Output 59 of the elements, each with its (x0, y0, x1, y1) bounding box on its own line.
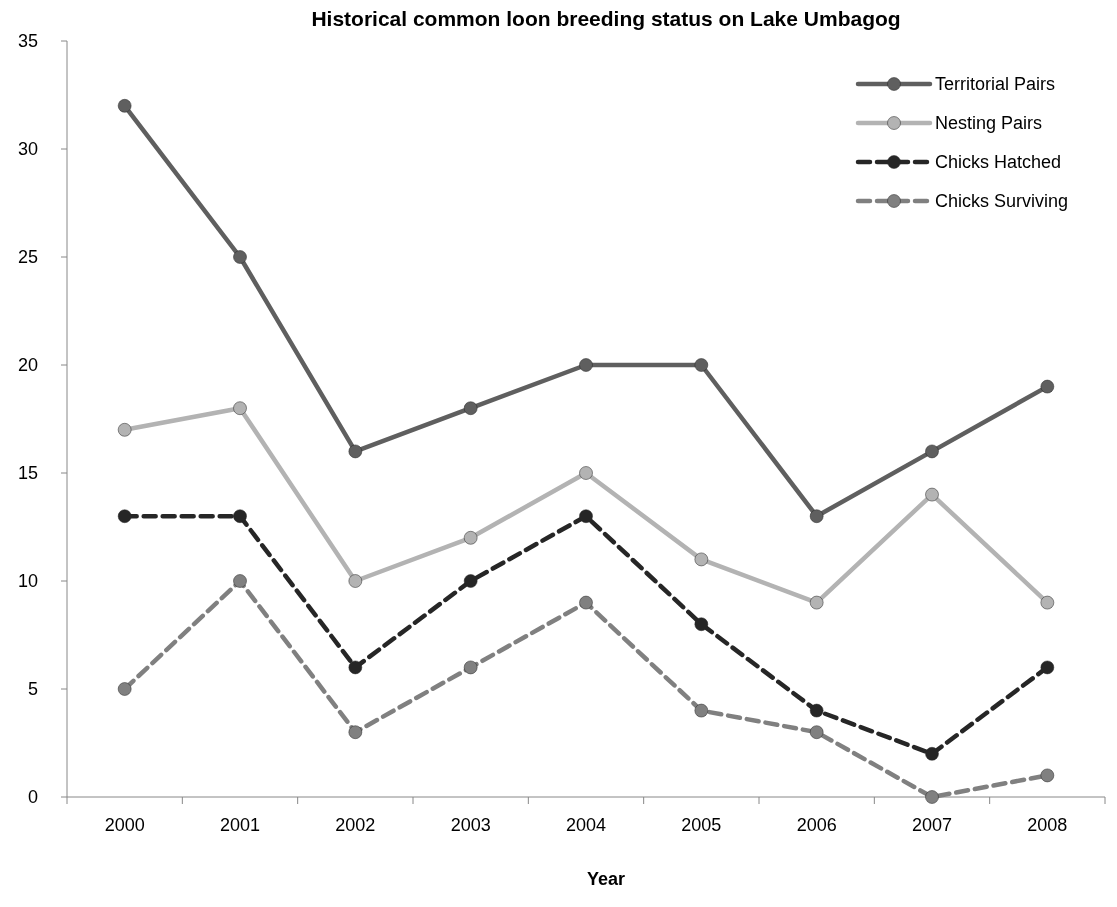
point (463, 530, 478, 545)
point (809, 509, 824, 524)
y-tick-label: 25 (17, 247, 38, 268)
point (348, 574, 363, 588)
point (117, 509, 132, 524)
point (1040, 660, 1055, 675)
y-tick-label: 35 (17, 31, 38, 52)
point (348, 444, 363, 459)
legend-label: Territorial Pairs (935, 74, 1056, 95)
point (809, 703, 824, 718)
x-axis-title: Year (586, 869, 626, 889)
point (233, 574, 247, 588)
point (579, 466, 593, 480)
y-tick-label: 0 (27, 787, 38, 808)
point (809, 595, 824, 610)
point (579, 595, 593, 610)
y-tick-label: 15 (17, 463, 38, 484)
point (348, 660, 363, 675)
point (348, 725, 363, 740)
point (233, 401, 247, 416)
point (809, 725, 824, 740)
x-tick-label: 2003 (450, 815, 491, 835)
point (925, 746, 939, 761)
x-tick-label: 2004 (565, 815, 607, 835)
point (925, 444, 939, 459)
point (925, 790, 939, 804)
point (1040, 379, 1055, 394)
point (694, 703, 709, 718)
legend-label: Chicks Hatched (935, 152, 1062, 173)
point (117, 422, 132, 437)
point (117, 682, 132, 696)
legend-label: Chicks Surviving (935, 191, 1069, 212)
x-tick-label: 2005 (681, 815, 722, 835)
x-tick-label: 2006 (796, 815, 837, 835)
point (117, 98, 132, 113)
point (694, 617, 709, 632)
y-tick-label: 20 (17, 355, 38, 376)
point (694, 552, 709, 567)
x-tick-label: 2002 (335, 815, 376, 835)
point (463, 660, 478, 675)
x-tick-label: 2008 (1027, 815, 1068, 835)
point (579, 509, 593, 524)
y-tick-label: 10 (17, 571, 38, 592)
y-tick-label: 30 (17, 139, 38, 160)
point (463, 574, 478, 588)
point (925, 487, 939, 502)
x-tick-label: 2000 (104, 815, 145, 835)
point (233, 250, 247, 264)
x-tick-label: 2001 (219, 815, 261, 835)
point (463, 401, 478, 416)
y-tick-label: 5 (27, 679, 38, 700)
point (1040, 768, 1055, 783)
point (233, 509, 247, 524)
chart-title: Historical common loon breeding status on Lake Umbagog (311, 7, 901, 30)
legend-label: Nesting Pairs (935, 113, 1043, 134)
x-tick-label: 2007 (911, 815, 953, 835)
point (1040, 595, 1055, 610)
point (579, 358, 593, 372)
point (694, 358, 709, 372)
